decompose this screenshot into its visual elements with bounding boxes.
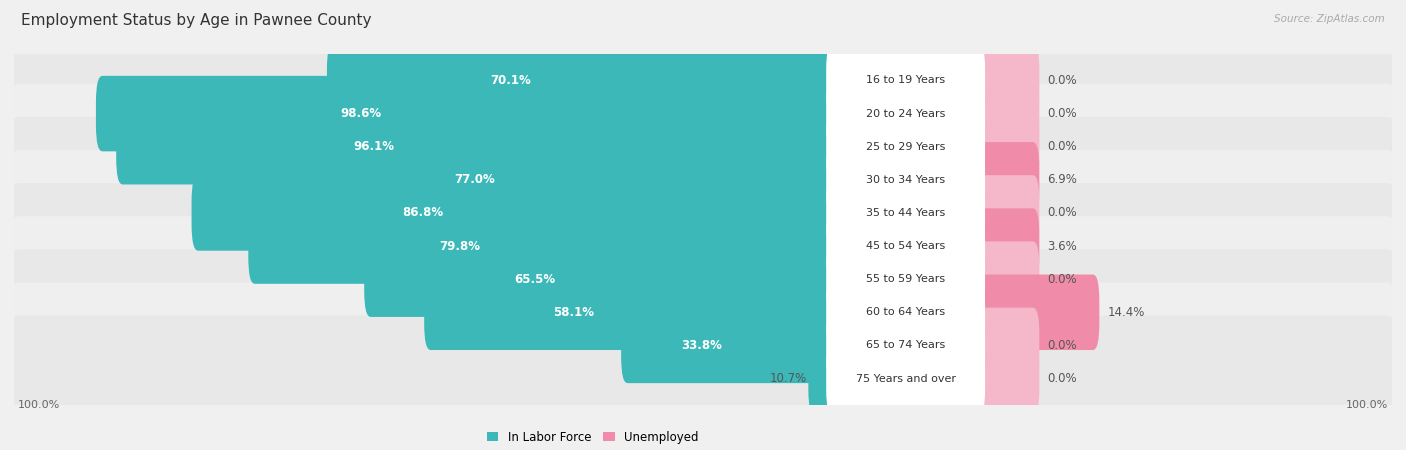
FancyBboxPatch shape: [827, 208, 986, 284]
FancyBboxPatch shape: [970, 43, 1039, 118]
FancyBboxPatch shape: [970, 109, 1039, 184]
FancyBboxPatch shape: [6, 117, 1400, 243]
Text: 58.1%: 58.1%: [554, 306, 595, 319]
Text: 100.0%: 100.0%: [1346, 400, 1388, 410]
FancyBboxPatch shape: [364, 241, 839, 317]
Text: 6.9%: 6.9%: [1047, 173, 1077, 186]
Text: 0.0%: 0.0%: [1047, 207, 1077, 220]
Legend: In Labor Force, Unemployed: In Labor Force, Unemployed: [482, 426, 703, 448]
FancyBboxPatch shape: [6, 84, 1400, 210]
Text: 70.1%: 70.1%: [491, 74, 531, 87]
Text: 16 to 19 Years: 16 to 19 Years: [866, 76, 945, 86]
Text: 65 to 74 Years: 65 to 74 Years: [866, 340, 945, 351]
FancyBboxPatch shape: [6, 216, 1400, 342]
FancyBboxPatch shape: [827, 43, 986, 118]
FancyBboxPatch shape: [827, 109, 986, 184]
FancyBboxPatch shape: [827, 308, 986, 383]
Text: 86.8%: 86.8%: [402, 207, 443, 220]
Text: Employment Status by Age in Pawnee County: Employment Status by Age in Pawnee Count…: [21, 14, 371, 28]
Text: 60 to 64 Years: 60 to 64 Years: [866, 307, 945, 317]
FancyBboxPatch shape: [970, 208, 1039, 284]
FancyBboxPatch shape: [191, 175, 839, 251]
Text: Source: ZipAtlas.com: Source: ZipAtlas.com: [1274, 14, 1385, 23]
Text: 30 to 34 Years: 30 to 34 Years: [866, 175, 945, 185]
Text: 98.6%: 98.6%: [340, 107, 381, 120]
FancyBboxPatch shape: [827, 241, 986, 317]
FancyBboxPatch shape: [6, 283, 1400, 408]
Text: 79.8%: 79.8%: [439, 239, 481, 252]
FancyBboxPatch shape: [827, 341, 986, 416]
Text: 0.0%: 0.0%: [1047, 107, 1077, 120]
Text: 96.1%: 96.1%: [353, 140, 394, 153]
Text: 77.0%: 77.0%: [454, 173, 495, 186]
Text: 75 Years and over: 75 Years and over: [856, 374, 956, 383]
FancyBboxPatch shape: [117, 109, 839, 184]
FancyBboxPatch shape: [6, 150, 1400, 276]
FancyBboxPatch shape: [96, 76, 839, 151]
FancyBboxPatch shape: [6, 315, 1400, 441]
FancyBboxPatch shape: [808, 341, 839, 416]
FancyBboxPatch shape: [970, 241, 1039, 317]
Text: 0.0%: 0.0%: [1047, 140, 1077, 153]
FancyBboxPatch shape: [970, 76, 1039, 151]
Text: 14.4%: 14.4%: [1108, 306, 1144, 319]
Text: 100.0%: 100.0%: [18, 400, 60, 410]
FancyBboxPatch shape: [271, 142, 839, 218]
FancyBboxPatch shape: [6, 51, 1400, 176]
FancyBboxPatch shape: [6, 183, 1400, 309]
Text: 25 to 29 Years: 25 to 29 Years: [866, 142, 945, 152]
Text: 35 to 44 Years: 35 to 44 Years: [866, 208, 945, 218]
Text: 3.6%: 3.6%: [1047, 239, 1077, 252]
Text: 55 to 59 Years: 55 to 59 Years: [866, 274, 945, 284]
Text: 0.0%: 0.0%: [1047, 339, 1077, 352]
FancyBboxPatch shape: [970, 341, 1039, 416]
FancyBboxPatch shape: [970, 274, 1099, 350]
FancyBboxPatch shape: [6, 249, 1400, 375]
Text: 0.0%: 0.0%: [1047, 273, 1077, 286]
FancyBboxPatch shape: [827, 76, 986, 151]
Text: 33.8%: 33.8%: [682, 339, 723, 352]
FancyBboxPatch shape: [827, 175, 986, 251]
FancyBboxPatch shape: [6, 18, 1400, 144]
FancyBboxPatch shape: [328, 43, 839, 118]
FancyBboxPatch shape: [970, 308, 1039, 383]
Text: 20 to 24 Years: 20 to 24 Years: [866, 108, 945, 119]
FancyBboxPatch shape: [249, 208, 839, 284]
Text: 0.0%: 0.0%: [1047, 372, 1077, 385]
FancyBboxPatch shape: [621, 308, 839, 383]
FancyBboxPatch shape: [970, 175, 1039, 251]
FancyBboxPatch shape: [827, 142, 986, 218]
Text: 0.0%: 0.0%: [1047, 74, 1077, 87]
FancyBboxPatch shape: [970, 142, 1039, 218]
FancyBboxPatch shape: [827, 274, 986, 350]
Text: 10.7%: 10.7%: [769, 372, 807, 385]
Text: 65.5%: 65.5%: [515, 273, 555, 286]
Text: 45 to 54 Years: 45 to 54 Years: [866, 241, 945, 251]
FancyBboxPatch shape: [425, 274, 839, 350]
